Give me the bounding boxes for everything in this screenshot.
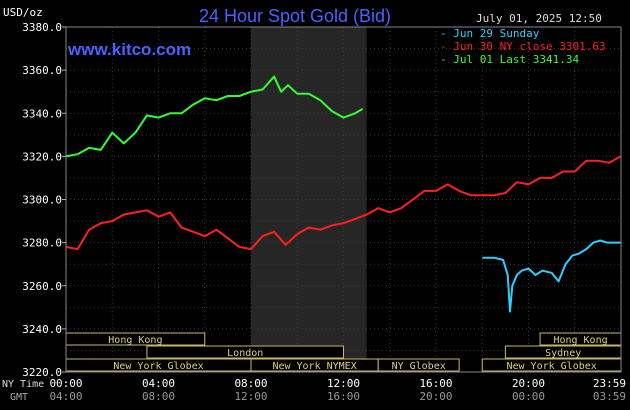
x-tick-label-gmt: 20:00 — [419, 390, 452, 403]
x-tick-label-ny: 20:00 — [512, 377, 545, 390]
legend-entry-jun30: - Jun 30 NY close 3301.63 — [440, 40, 606, 53]
session-bar — [377, 358, 460, 372]
session-label: New York NYMEX — [272, 361, 356, 372]
session-label: NY Globex — [392, 361, 446, 372]
chart-title: 24 Hour Spot Gold (Bid) — [199, 6, 391, 26]
x-row-label-gmt: GMT — [10, 392, 28, 403]
legend-entry-jul01: - Jul 01 Last 3341.34 — [440, 53, 579, 66]
session-label: London — [227, 348, 263, 359]
session-label: Hong Kong — [553, 335, 607, 346]
y-tick-label: 3220.0 — [22, 366, 62, 379]
kitco-watermark: www.kitco.com — [67, 40, 191, 59]
x-tick-label-ny: 16:00 — [419, 377, 452, 390]
y-tick-label: 3240.0 — [22, 323, 62, 336]
y-tick-label: 3380.0 — [22, 21, 62, 34]
series-lines — [65, 75, 621, 313]
x-tick-label-ny: 08:00 — [234, 377, 267, 390]
session-label: New York Globex — [506, 361, 596, 372]
session-label: Hong Kong — [108, 335, 162, 346]
y-tick-label: 3280.0 — [22, 237, 62, 250]
x-tick-label-gmt: 00:00 — [512, 390, 545, 403]
y-tick-label: 3300.0 — [22, 194, 62, 207]
x-tick-label-ny: 12:00 — [327, 377, 360, 390]
y-axis-tick-labels: 3380.0 3360.0 3340.0 3320.0 3300.0 3280.0 3260… — [22, 21, 66, 379]
y-tick-label: 3360.0 — [22, 64, 62, 77]
y-tick-label: 3340.0 — [22, 107, 62, 120]
session-label: Sydney — [545, 348, 581, 359]
legend: - Jun 29 Sunday - Jun 30 NY close 3301.6… — [440, 27, 606, 66]
x-row-label-ny: NY Time — [2, 379, 44, 390]
x-tick-label-ny: 23:59 — [593, 377, 626, 390]
session-bars: Hong Kong London New York Globex New York N… — [65, 332, 622, 372]
x-tick-label-ny: 00:00 — [49, 377, 82, 390]
y-unit-label: USD/oz — [3, 6, 43, 19]
x-tick-label-gmt: 16:00 — [327, 390, 360, 403]
series-line-2 — [65, 75, 364, 158]
x-axis-tick-labels: 00:0004:0004:0008:0008:0012:0012:0016:00… — [49, 377, 626, 403]
shaded-region — [251, 27, 367, 372]
x-tick-label-ny: 04:00 — [142, 377, 175, 390]
session-bar — [146, 345, 344, 359]
x-tick-label-gmt: 04:00 — [49, 390, 82, 403]
y-tick-label: 3260.0 — [22, 280, 62, 293]
series-line-0 — [482, 239, 621, 313]
x-tick-label-gmt: 08:00 — [142, 390, 175, 403]
y-tick-label: 3320.0 — [22, 150, 62, 163]
chart-date-time: July 01, 2025 12:50 — [476, 12, 602, 25]
session-label: New York Globex — [113, 361, 203, 372]
x-tick-label-gmt: 03:59 — [593, 390, 626, 403]
series-line-1 — [65, 155, 621, 251]
legend-entry-jun29: - Jun 29 Sunday — [440, 27, 540, 40]
x-tick-label-gmt: 12:00 — [234, 390, 267, 403]
